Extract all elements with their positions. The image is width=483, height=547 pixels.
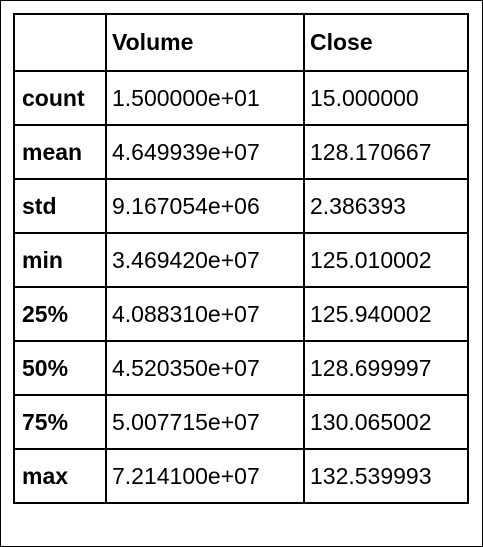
volume-cell: 1.500000e+01 xyxy=(105,70,305,126)
close-cell: 125.940002 xyxy=(303,286,469,342)
table-row: max 7.214100e+07 132.539993 xyxy=(13,448,469,504)
table-row: 25% 4.088310e+07 125.940002 xyxy=(13,286,469,342)
close-cell: 128.170667 xyxy=(303,124,469,180)
row-label: max xyxy=(13,448,107,504)
close-cell: 132.539993 xyxy=(303,448,469,504)
table-body: count 1.500000e+01 15.000000 mean 4.6499… xyxy=(13,70,469,504)
describe-table: Volume Close count 1.500000e+01 15.00000… xyxy=(13,13,469,504)
volume-cell: 9.167054e+06 xyxy=(105,178,305,234)
row-label: 25% xyxy=(13,286,107,342)
volume-cell: 4.088310e+07 xyxy=(105,286,305,342)
close-cell: 2.386393 xyxy=(303,178,469,234)
row-label: 75% xyxy=(13,394,107,450)
table-header: Volume Close xyxy=(13,13,469,72)
column-header-volume: Volume xyxy=(105,13,305,72)
volume-cell: 4.520350e+07 xyxy=(105,340,305,396)
row-label: 50% xyxy=(13,340,107,396)
table-row: 50% 4.520350e+07 128.699997 xyxy=(13,340,469,396)
column-header-close: Close xyxy=(303,13,469,72)
volume-cell: 4.649939e+07 xyxy=(105,124,305,180)
volume-cell: 3.469420e+07 xyxy=(105,232,305,288)
volume-cell: 5.007715e+07 xyxy=(105,394,305,450)
table-row: 75% 5.007715e+07 130.065002 xyxy=(13,394,469,450)
header-row: Volume Close xyxy=(13,13,469,72)
table-row: count 1.500000e+01 15.000000 xyxy=(13,70,469,126)
row-label: mean xyxy=(13,124,107,180)
row-label: count xyxy=(13,70,107,126)
table-row: std 9.167054e+06 2.386393 xyxy=(13,178,469,234)
close-cell: 125.010002 xyxy=(303,232,469,288)
close-cell: 15.000000 xyxy=(303,70,469,126)
row-label: min xyxy=(13,232,107,288)
row-label: std xyxy=(13,178,107,234)
table-row: min 3.469420e+07 125.010002 xyxy=(13,232,469,288)
table-row: mean 4.649939e+07 128.170667 xyxy=(13,124,469,180)
close-cell: 130.065002 xyxy=(303,394,469,450)
index-header xyxy=(13,13,107,72)
volume-cell: 7.214100e+07 xyxy=(105,448,305,504)
close-cell: 128.699997 xyxy=(303,340,469,396)
